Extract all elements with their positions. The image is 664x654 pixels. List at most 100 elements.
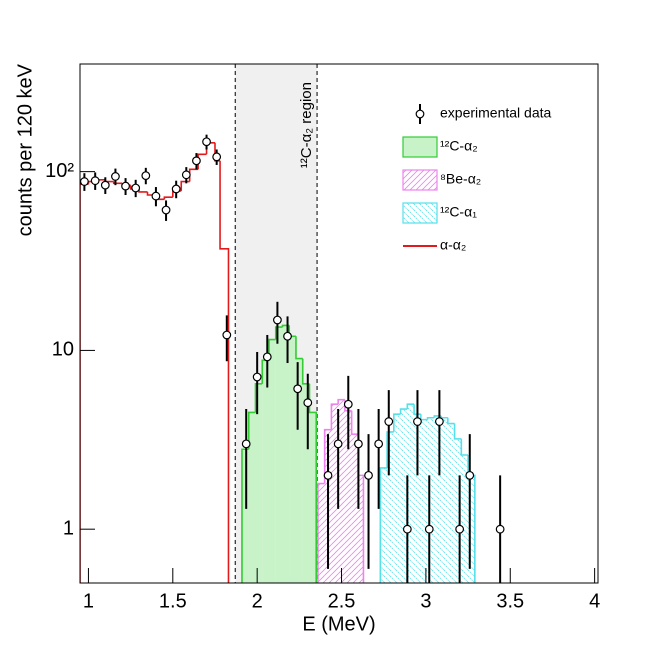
legend-label: ¹²C-α₂ [440, 138, 478, 154]
histogram-bin [331, 404, 339, 583]
histogram-bin [344, 410, 352, 583]
data-point [364, 470, 373, 480]
histogram-bin [461, 454, 469, 583]
data-point [293, 384, 303, 394]
legend-label: experimental data [440, 105, 552, 121]
histogram-step [393, 413, 401, 432]
data-point [402, 524, 412, 534]
data-point [252, 372, 262, 382]
histogram-bin [317, 483, 325, 583]
x-tick-label: 1.5 [159, 590, 187, 612]
histogram-step [399, 408, 408, 415]
histogram-step [337, 398, 345, 405]
axes: 1 1.5 2 2.5 3 3.5 4 1 10 10² [45, 160, 600, 612]
histogram-bin [241, 449, 249, 583]
histogram-bin [387, 431, 394, 583]
histogram-step [379, 467, 388, 583]
legend-label: ¹²C-α₁ [440, 204, 477, 220]
histogram-step [350, 410, 359, 435]
histogram-bin [262, 360, 269, 583]
data-point [384, 417, 394, 426]
histogram-bin [420, 419, 428, 583]
data-point [495, 524, 505, 534]
histogram-bin [427, 417, 435, 583]
data-point [171, 184, 181, 194]
histogram-bin [441, 417, 448, 583]
legend-symbol [402, 202, 438, 224]
histogram-step [317, 482, 325, 583]
histogram-step [406, 403, 415, 410]
histogram-step [413, 404, 421, 415]
histogram-step [254, 383, 263, 413]
x-tick-label: 3.5 [496, 590, 524, 612]
histogram-bin [309, 412, 317, 583]
histogram-bin [358, 475, 364, 583]
legend: experimental data ¹²C-α₂ ⁸Be-α₂ ¹²C-α₁ α-α₂ [402, 104, 552, 253]
legend-label: α-α₂ [440, 237, 466, 253]
histogram-step [163, 196, 173, 200]
data-point [424, 524, 434, 534]
x-tick-label: 4 [589, 590, 600, 612]
legend-symbol [415, 109, 425, 119]
data-point [262, 352, 272, 362]
y-tick-label: 10 [52, 339, 74, 361]
histogram-bin [434, 415, 442, 583]
plot-area: ¹²C-α₂ region [80, 64, 505, 583]
data-point [303, 398, 313, 408]
data-point [455, 524, 465, 534]
frame [79, 63, 599, 584]
histogram-bin [400, 409, 408, 583]
histogram-step [247, 411, 256, 450]
histogram-bin [447, 423, 455, 583]
histogram-step [308, 383, 318, 583]
data-point [161, 205, 171, 215]
data-point [131, 183, 141, 193]
histogram-step [453, 423, 462, 440]
histogram-step [274, 326, 283, 340]
data-point [212, 152, 222, 162]
x-axis-label: E (MeV) [302, 613, 375, 635]
histogram-bin [454, 438, 462, 583]
histogram-bin [295, 358, 303, 583]
histogram-bin [380, 467, 388, 583]
data-point [151, 191, 161, 201]
data-point [192, 156, 201, 166]
data-point [343, 399, 353, 409]
data-point [111, 172, 120, 181]
data-point [181, 170, 191, 180]
histogram-bin [282, 325, 290, 583]
data-point [283, 331, 292, 341]
y-tick-label: 1 [63, 517, 74, 539]
x-tick-label: 2.5 [328, 590, 356, 612]
data-point [465, 470, 475, 480]
y-axis-label: counts per 120 keV [14, 63, 36, 236]
histogram-step [219, 160, 230, 583]
histogram-step [295, 336, 303, 360]
histogram-bin [289, 336, 296, 583]
legend-symbol [402, 136, 438, 158]
histogram-step [330, 403, 339, 430]
histogram-step [447, 417, 455, 425]
data-point [413, 417, 422, 426]
legend-label: ⁸Be-α₂ [440, 171, 481, 187]
data-point [241, 439, 251, 449]
histogram-bin [338, 399, 345, 583]
histogram-step [112, 181, 123, 185]
data-point [141, 171, 151, 181]
histogram-bin [302, 383, 310, 583]
data-point [121, 181, 130, 191]
histogram-bin [407, 404, 415, 583]
histogram-bin [351, 434, 359, 583]
histogram-bin [268, 339, 276, 583]
x-tick-label: 3 [420, 590, 431, 612]
data-point [374, 439, 384, 449]
histogram-bin [414, 414, 421, 583]
region-label: ¹²C-α₂ region [298, 82, 315, 168]
data-point [202, 137, 211, 147]
legend-symbol [402, 169, 438, 191]
data-point [222, 330, 232, 340]
data-point [100, 180, 110, 190]
data-point [333, 439, 343, 449]
data-point [80, 177, 89, 186]
